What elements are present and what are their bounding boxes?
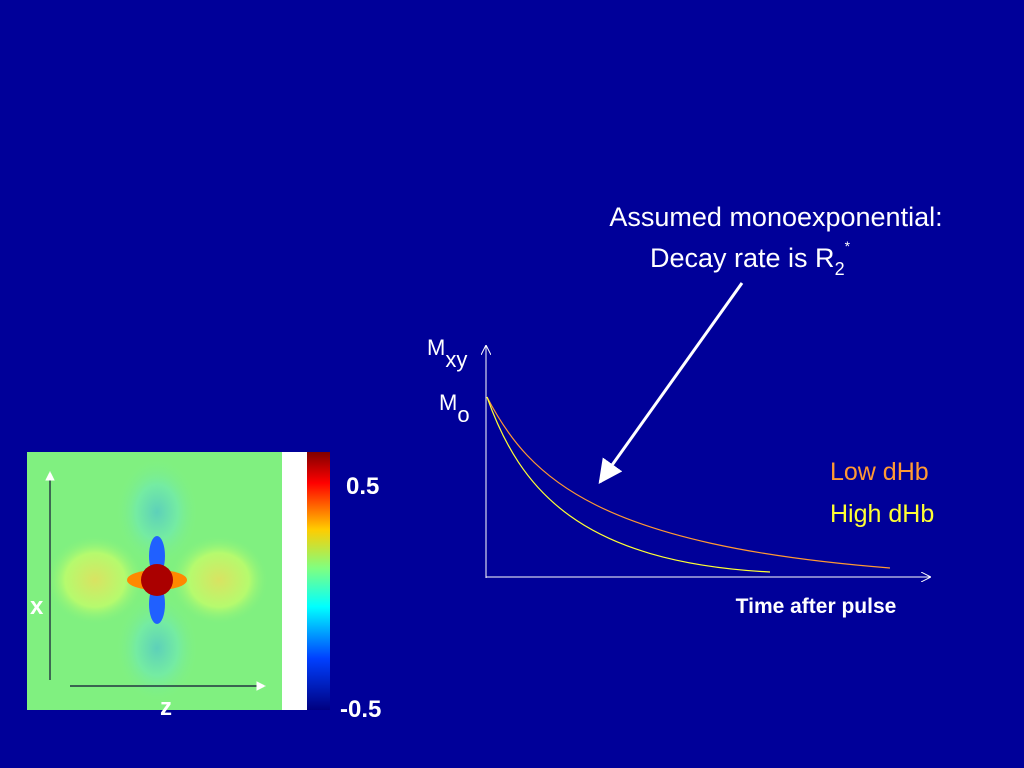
x-axis-label: Time after pulse xyxy=(736,595,897,618)
annotation-line2: Decay rate is R2* xyxy=(650,238,851,279)
map-x-label: x xyxy=(30,593,44,620)
y-label-sub: xy xyxy=(445,347,467,372)
m0-label: Mo xyxy=(439,390,470,427)
decay-curve xyxy=(486,396,771,573)
annotation-line1: Assumed monoexponential: xyxy=(609,202,942,232)
map-z-label: z xyxy=(160,694,172,721)
legend-entry: Low dHb xyxy=(830,458,929,486)
colorbar xyxy=(307,452,330,710)
map-center xyxy=(141,564,173,596)
colorbar-max: 0.5 xyxy=(346,473,379,500)
map-margin xyxy=(282,452,307,710)
decay-curve xyxy=(486,396,891,569)
colorbar-min: -0.5 xyxy=(340,696,381,723)
field-map xyxy=(27,452,282,710)
y-axis-label: Mxy xyxy=(427,335,467,372)
m0-sub: o xyxy=(457,402,469,427)
annotation-subscript: 2 xyxy=(835,259,845,279)
y-label-main: M xyxy=(427,335,445,360)
annotation-superscript: * xyxy=(845,238,851,254)
annotation-text: Decay rate is R xyxy=(650,243,835,273)
m0-main: M xyxy=(439,390,457,415)
map-lobe xyxy=(169,535,269,625)
annotation-arrow xyxy=(598,282,744,484)
map-lobe xyxy=(115,593,199,703)
map-lobe xyxy=(45,535,145,625)
map-lobe xyxy=(115,457,199,567)
legend-entry: High dHb xyxy=(830,500,934,528)
